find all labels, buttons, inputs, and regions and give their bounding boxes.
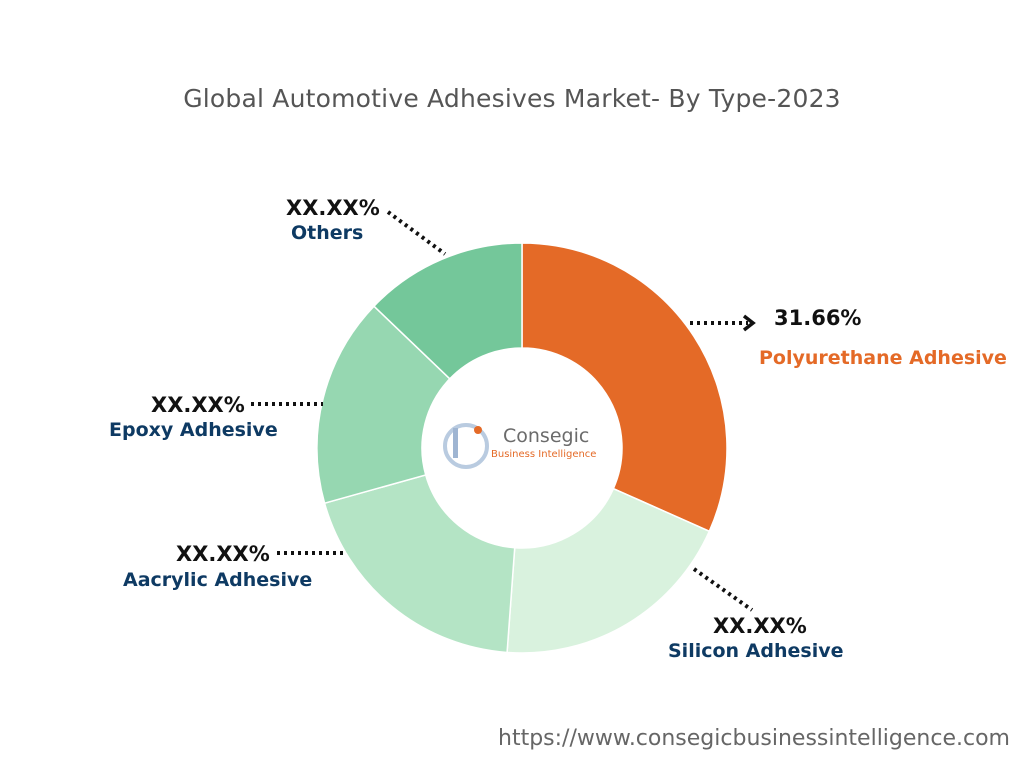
logo-name: Consegic (503, 425, 590, 447)
donut-hole (422, 348, 622, 548)
source-url[interactable]: https://www.consegicbusinessintelligence… (498, 726, 1010, 751)
epoxy-value: XX.XX% (151, 393, 245, 417)
others-value: XX.XX% (286, 196, 380, 220)
epoxy-label: Epoxy Adhesive (109, 419, 278, 441)
polyurethane-value: 31.66% (774, 306, 862, 330)
chart-title: Global Automotive Adhesives Market- By T… (183, 84, 841, 113)
leader-line (386, 210, 447, 256)
leader-line (692, 567, 754, 612)
logo-tagline: Business Intelligence (491, 449, 597, 460)
polyurethane-label: Polyurethane Adhesive (759, 347, 1007, 369)
silicon-value: XX.XX% (713, 614, 807, 638)
cb-logo-icon (443, 423, 489, 469)
acrylic-value: XX.XX% (176, 542, 270, 566)
others-label: Others (291, 222, 364, 244)
silicon-label: Silicon Adhesive (668, 640, 844, 662)
acrylic-label: Aacrylic Adhesive (123, 569, 313, 591)
arrow-icon (742, 314, 756, 332)
